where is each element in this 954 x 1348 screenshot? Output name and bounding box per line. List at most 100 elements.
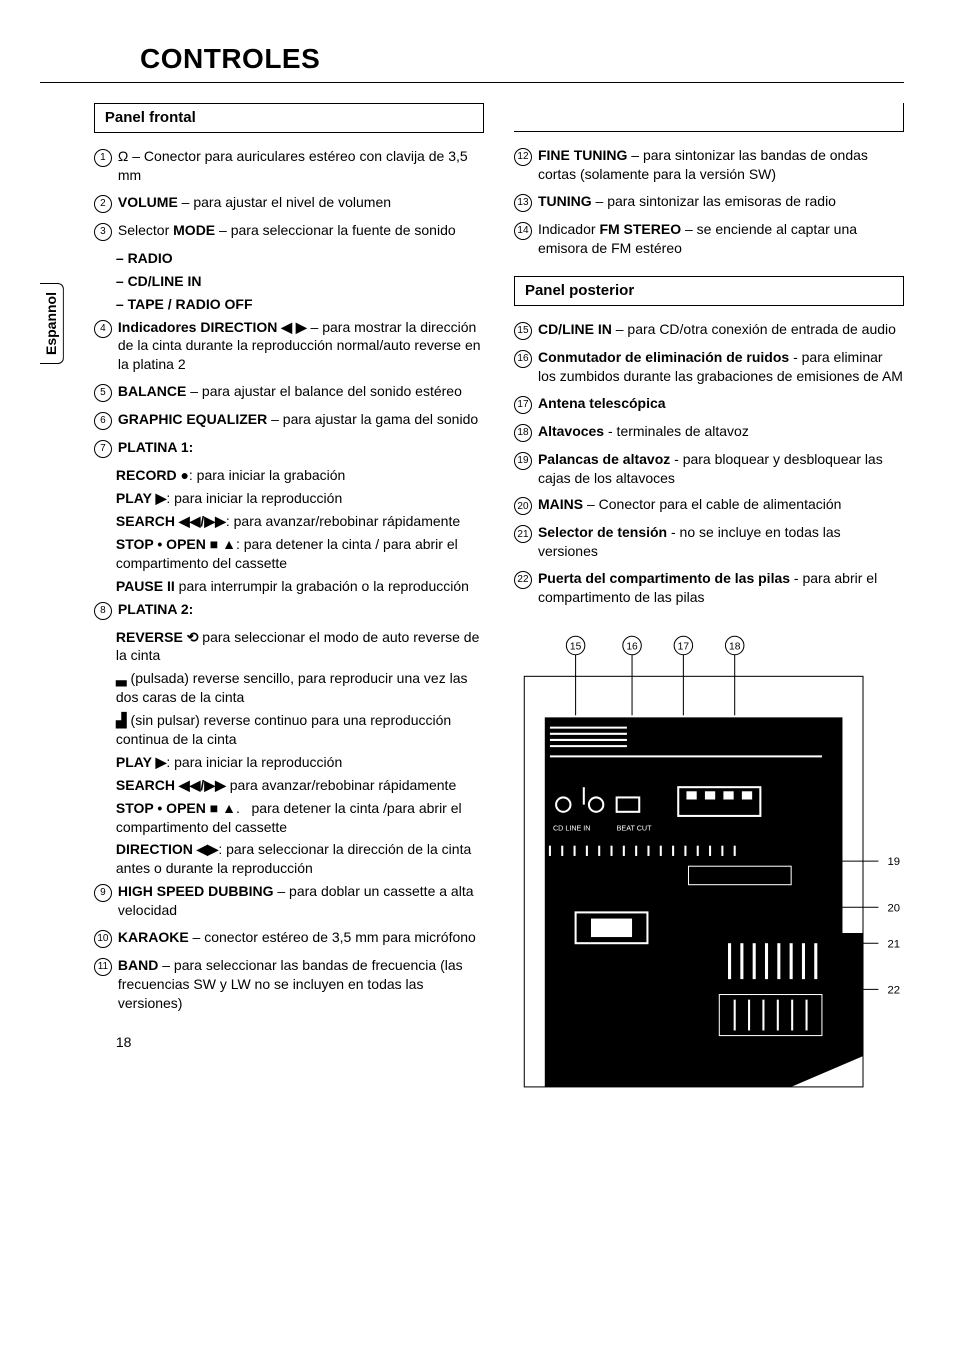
- list-item: 20 MAINS – Conector para el cable de alim…: [514, 495, 904, 515]
- right-column: 12 FINE TUNING – para sintonizar las band…: [514, 103, 904, 1097]
- item-number-badge: 1: [94, 149, 112, 167]
- item-number-badge: 10: [94, 930, 112, 948]
- item-number-badge: 13: [514, 194, 532, 212]
- list-item: 7 PLATINA 1:: [94, 438, 484, 458]
- sub-item: ▟ (sin pulsar) reverse continuo para una…: [116, 711, 484, 749]
- item-body: Conmutador de eliminación de ruidos - pa…: [538, 348, 904, 386]
- sub-item: – RADIO: [116, 249, 484, 268]
- item-number-badge: 21: [514, 525, 532, 543]
- item-number-badge: 4: [94, 320, 112, 338]
- section-frontal-continued: [514, 103, 904, 132]
- item-number-badge: 8: [94, 602, 112, 620]
- item-body: Puerta del compartimento de las pilas - …: [538, 569, 904, 607]
- sub-item: PAUSE II para interrumpir la grabación o…: [116, 577, 484, 596]
- left-column: Panel frontal 1Ω – Conector para auricul…: [94, 103, 484, 1097]
- svg-text:BEAT CUT: BEAT CUT: [617, 824, 652, 832]
- svg-text:CD LINE IN: CD LINE IN: [553, 824, 590, 832]
- svg-text:17: 17: [678, 642, 690, 653]
- item-body: Altavoces - terminales de altavoz: [538, 422, 904, 441]
- svg-text:22: 22: [887, 984, 900, 996]
- list-item: 6 GRAPHIC EQUALIZER – para ajustar la gam…: [94, 410, 484, 430]
- item-body: Indicadores DIRECTION ◀ ▶ – para mostrar…: [118, 318, 484, 375]
- title-rule: [40, 82, 904, 83]
- page-number: 18: [116, 1033, 484, 1052]
- svg-text:20: 20: [887, 902, 900, 914]
- sub-item: PLAY ▶: para iniciar la reproducción: [116, 753, 484, 772]
- list-item: 3 Selector MODE – para seleccionar la fue…: [94, 221, 484, 241]
- item-number-badge: 7: [94, 440, 112, 458]
- item-number-badge: 20: [514, 497, 532, 515]
- item-body: TUNING – para sintonizar las emisoras de…: [538, 192, 904, 211]
- list-item: 22 Puerta del compartimento de las pilas …: [514, 569, 904, 607]
- section-posterior-title: Panel posterior: [514, 276, 904, 306]
- item-number-badge: 17: [514, 396, 532, 414]
- list-item: 4 Indicadores DIRECTION ◀ ▶ – para mostra…: [94, 318, 484, 375]
- item-body: Selector MODE – para seleccionar la fuen…: [118, 221, 484, 240]
- sub-item: – CD/LINE IN: [116, 272, 484, 291]
- list-item: 21 Selector de tensión - no se incluye en…: [514, 523, 904, 561]
- list-item: 2 VOLUME – para ajustar el nivel de volum…: [94, 193, 484, 213]
- list-item: 1Ω – Conector para auriculares estéreo c…: [94, 147, 484, 185]
- sub-item: – TAPE / RADIO OFF: [116, 295, 484, 314]
- item-number-badge: 3: [94, 223, 112, 241]
- sub-item: ▃ (pulsada) reverse sencillo, para repro…: [116, 669, 484, 707]
- svg-text:19: 19: [887, 856, 900, 868]
- list-item: 8 PLATINA 2:: [94, 600, 484, 620]
- sub-item: DIRECTION ◀▶: para seleccionar la direcc…: [116, 840, 484, 878]
- list-item: 17 Antena telescópica: [514, 394, 904, 414]
- list-item: 11 BAND – para seleccionar las bandas de …: [94, 956, 484, 1013]
- item-body: PLATINA 1:: [118, 438, 484, 457]
- item-body: BAND – para seleccionar las bandas de fr…: [118, 956, 484, 1013]
- item-body: PLATINA 2:: [118, 600, 484, 619]
- item-body: KARAOKE – conector estéreo de 3,5 mm par…: [118, 928, 484, 947]
- item-number-badge: 6: [94, 412, 112, 430]
- sub-item: RECORD ●: para iniciar la grabación: [116, 466, 484, 485]
- sub-item: STOP • OPEN ■ ▲: para detener la cinta /…: [116, 535, 484, 573]
- list-item: 15 CD/LINE IN – para CD/otra conexión de …: [514, 320, 904, 340]
- svg-text:21: 21: [887, 938, 900, 950]
- item-number-badge: 19: [514, 452, 532, 470]
- item-body: CD/LINE IN – para CD/otra conexión de en…: [538, 320, 904, 339]
- sub-item: STOP • OPEN ■ ▲. para detener la cinta /…: [116, 799, 484, 837]
- item-body: GRAPHIC EQUALIZER – para ajustar la gama…: [118, 410, 484, 429]
- item-number-badge: 11: [94, 958, 112, 976]
- list-item: 16Conmutador de eliminación de ruidos - …: [514, 348, 904, 386]
- list-item: 12 FINE TUNING – para sintonizar las band…: [514, 146, 904, 184]
- rear-panel-diagram: CD LINE INBEAT CUT1516171819202122: [514, 625, 904, 1097]
- item-body: BALANCE – para ajustar el balance del so…: [118, 382, 484, 401]
- item-body: Palancas de altavoz - para bloquear y de…: [538, 450, 904, 488]
- frontal-list: 1Ω – Conector para auriculares estéreo c…: [94, 147, 484, 1013]
- sub-item: SEARCH ◀◀/▶▶: para avanzar/rebobinar ráp…: [116, 512, 484, 531]
- item-number-badge: 9: [94, 884, 112, 902]
- item-body: Selector de tensión - no se incluye en t…: [538, 523, 904, 561]
- page-title: CONTROLES: [140, 40, 904, 78]
- list-item: 19 Palancas de altavoz - para bloquear y …: [514, 450, 904, 488]
- item-body: Indicador FM STEREO – se enciende al cap…: [538, 220, 904, 258]
- item-number-badge: 22: [514, 571, 532, 589]
- item-number-badge: 12: [514, 148, 532, 166]
- sub-item: REVERSE ⟲ para seleccionar el modo de au…: [116, 628, 484, 666]
- list-item: 9 HIGH SPEED DUBBING – para doblar un cas…: [94, 882, 484, 920]
- list-item: 18 Altavoces - terminales de altavoz: [514, 422, 904, 442]
- sub-item: PLAY ▶: para iniciar la reproducción: [116, 489, 484, 508]
- item-body: MAINS – Conector para el cable de alimen…: [538, 495, 904, 514]
- svg-text:18: 18: [729, 642, 741, 653]
- item-number-badge: 18: [514, 424, 532, 442]
- item-body: Antena telescópica: [538, 394, 904, 413]
- item-body: FINE TUNING – para sintonizar las bandas…: [538, 146, 904, 184]
- list-item: 10 KARAOKE – conector estéreo de 3,5 mm p…: [94, 928, 484, 948]
- item-body: HIGH SPEED DUBBING – para doblar un cass…: [118, 882, 484, 920]
- frontal-right-list: 12 FINE TUNING – para sintonizar las band…: [514, 146, 904, 258]
- section-frontal-title: Panel frontal: [94, 103, 484, 133]
- item-body: VOLUME – para ajustar el nivel de volume…: [118, 193, 484, 212]
- item-number-badge: 2: [94, 195, 112, 213]
- item-number-badge: 5: [94, 384, 112, 402]
- item-number-badge: 14: [514, 222, 532, 240]
- svg-text:16: 16: [626, 642, 638, 653]
- sub-item: SEARCH ◀◀/▶▶ para avanzar/rebobinar rápi…: [116, 776, 484, 795]
- item-number-badge: 15: [514, 322, 532, 340]
- posterior-list: 15 CD/LINE IN – para CD/otra conexión de …: [514, 320, 904, 607]
- list-item: 13 TUNING – para sintonizar las emisoras …: [514, 192, 904, 212]
- language-tab: Espannol: [40, 283, 64, 364]
- list-item: 14 Indicador FM STEREO – se enciende al c…: [514, 220, 904, 258]
